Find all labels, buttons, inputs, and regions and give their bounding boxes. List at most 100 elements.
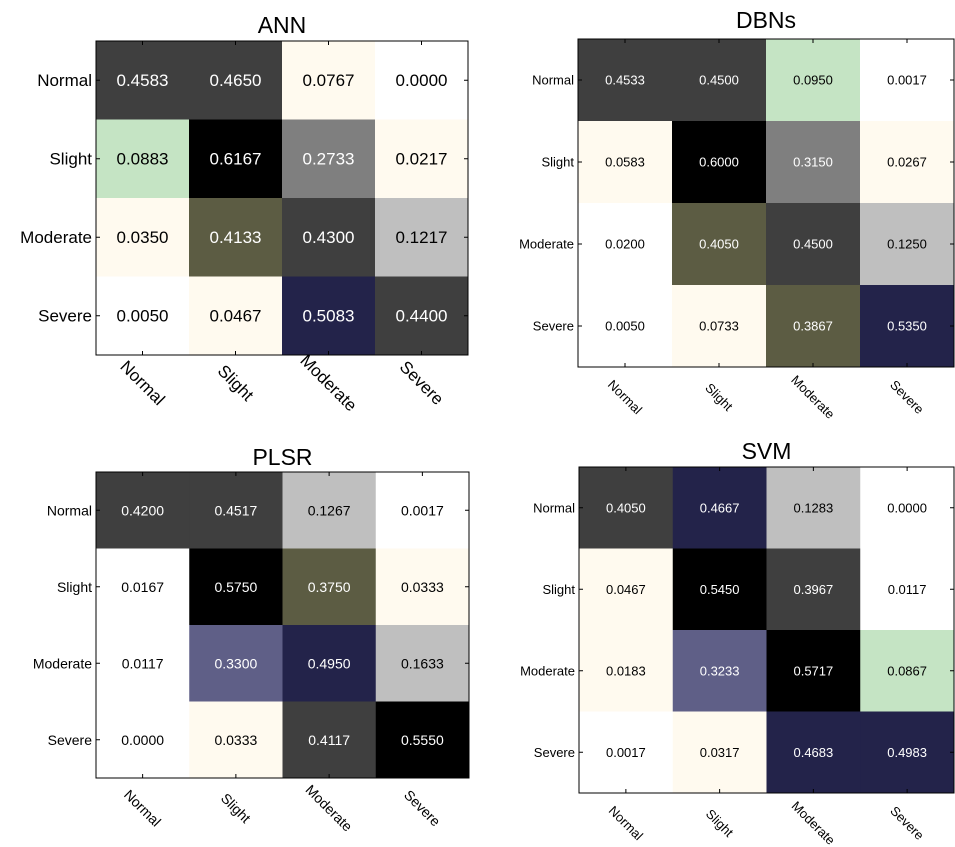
heatmap-cell <box>672 548 767 631</box>
y-tick-label: Normal <box>533 500 575 515</box>
cell-value: 0.4050 <box>606 500 646 515</box>
heatmap-cell <box>860 121 955 204</box>
cell-value: 0.0317 <box>700 745 740 760</box>
heatmap-cell <box>766 203 861 286</box>
heatmap-cell <box>766 39 861 122</box>
y-tick-label: Normal <box>532 73 574 88</box>
x-tick-label: Moderate <box>789 798 838 847</box>
heatmap-cell <box>766 467 861 549</box>
y-tick-label: Moderate <box>20 228 92 247</box>
x-tick-label: Severe <box>887 377 927 417</box>
y-tick-label: Moderate <box>520 663 575 678</box>
heatmap-ann: ANN 0.4583 0.4650 0.0767 0.0000 0.0883 0.6167 0… <box>20 12 469 415</box>
heatmap-dbns: DBNs 0.4533 0.4500 0.0950 0.0017 0.0583 0.6000… <box>519 7 955 422</box>
heatmap-cell <box>766 711 861 794</box>
cell-value: 0.4117 <box>308 732 350 748</box>
cell-value: 0.1250 <box>887 237 927 252</box>
cell-value: 0.4050 <box>699 237 739 252</box>
heatmap-cell <box>375 701 470 779</box>
cell-value: 0.0467 <box>606 582 646 597</box>
heatmap-cell <box>766 630 861 712</box>
heatmap-cell <box>282 119 376 199</box>
heatmap-cell <box>96 276 190 356</box>
cell-value: 0.6167 <box>210 149 262 168</box>
y-tick-label: Slight <box>49 149 92 168</box>
heatmap-cell <box>282 701 377 779</box>
heatmap-cell <box>578 203 673 286</box>
x-tick-label: Moderate <box>788 372 837 421</box>
heatmap-cell <box>672 203 767 286</box>
cell-value: 0.0000 <box>887 500 927 515</box>
cell-value: 0.0583 <box>605 155 645 170</box>
heatmap-cell <box>189 276 283 356</box>
cell-value: 0.0000 <box>396 71 448 90</box>
heatmap-cell <box>282 198 376 277</box>
heatmap-cell <box>860 711 955 794</box>
cell-value: 0.4533 <box>605 73 645 88</box>
x-tick-label: Moderate <box>296 351 360 415</box>
x-tick-label: Normal <box>121 786 164 829</box>
heatmap-cell <box>282 472 377 549</box>
y-tick-label: Slight <box>541 155 574 170</box>
heatmap-cell <box>579 711 674 794</box>
heatmap-cell <box>860 467 955 549</box>
heatmap-cell <box>282 41 376 120</box>
cell-value: 0.3967 <box>793 582 833 597</box>
cell-value: 0.0000 <box>121 732 164 748</box>
y-tick-label: Moderate <box>519 237 574 252</box>
cell-value: 0.1283 <box>793 500 833 515</box>
heatmap-cell <box>375 625 470 702</box>
x-tick-label: Slight <box>214 361 258 405</box>
cell-value: 0.5350 <box>887 319 927 334</box>
cell-value: 0.0950 <box>793 73 833 88</box>
heatmap-cell <box>860 39 955 122</box>
y-tick-label: Normal <box>37 71 92 90</box>
heatmap-cell <box>96 625 190 702</box>
heatmap-plsr: PLSR 0.4200 0.4517 0.1267 0.0017 0.0167 0.5750… <box>33 444 470 835</box>
heatmap-cell <box>579 630 674 712</box>
cell-value: 0.0883 <box>117 149 169 168</box>
heatmap-cell <box>189 41 283 120</box>
cell-value: 0.0017 <box>401 502 444 518</box>
cell-value: 0.3300 <box>214 655 257 671</box>
heatmap-cell <box>579 548 674 631</box>
heatmap-cell <box>282 548 377 626</box>
heatmap-cell <box>766 548 861 631</box>
heatmap-cell <box>189 548 283 626</box>
heatmap-cell <box>96 119 190 199</box>
cell-value: 0.1633 <box>401 655 444 671</box>
cell-value: 0.0333 <box>401 579 444 595</box>
chart-title: SVM <box>742 438 792 464</box>
cell-value: 0.0050 <box>117 306 169 325</box>
heatmap-cell <box>189 625 283 702</box>
heatmap-cell <box>860 285 955 368</box>
cell-value: 0.0733 <box>699 319 739 334</box>
y-tick-label: Slight <box>57 579 92 595</box>
chart-title: ANN <box>258 12 307 38</box>
heatmap-cell <box>860 630 955 712</box>
cell-value: 0.0117 <box>888 582 927 597</box>
heatmap-cell <box>579 467 674 549</box>
heatmap-cell <box>672 39 767 122</box>
plot-frame <box>578 466 955 794</box>
heatmap-cell <box>672 711 767 794</box>
cell-value: 0.4400 <box>396 306 448 325</box>
cell-value: 0.5550 <box>401 732 444 748</box>
x-tick-label: Moderate <box>303 781 356 834</box>
heatmap-cell <box>282 276 376 356</box>
cell-value: 0.0050 <box>605 319 645 334</box>
heatmap-cell <box>375 198 469 277</box>
cell-value: 0.0350 <box>117 228 169 247</box>
heatmap-cell <box>860 203 955 286</box>
cell-value: 0.0167 <box>121 579 164 595</box>
y-tick-label: Slight <box>542 582 575 597</box>
heatmap-cell <box>578 39 673 122</box>
cell-value: 0.0767 <box>303 71 355 90</box>
cell-value: 0.0117 <box>122 655 164 671</box>
x-tick-label: Severe <box>887 803 927 843</box>
cell-value: 0.4500 <box>793 237 833 252</box>
cell-value: 0.0217 <box>396 149 448 168</box>
cell-value: 0.1267 <box>308 502 351 518</box>
cell-value: 0.4583 <box>117 71 169 90</box>
cell-value: 0.5450 <box>700 582 740 597</box>
